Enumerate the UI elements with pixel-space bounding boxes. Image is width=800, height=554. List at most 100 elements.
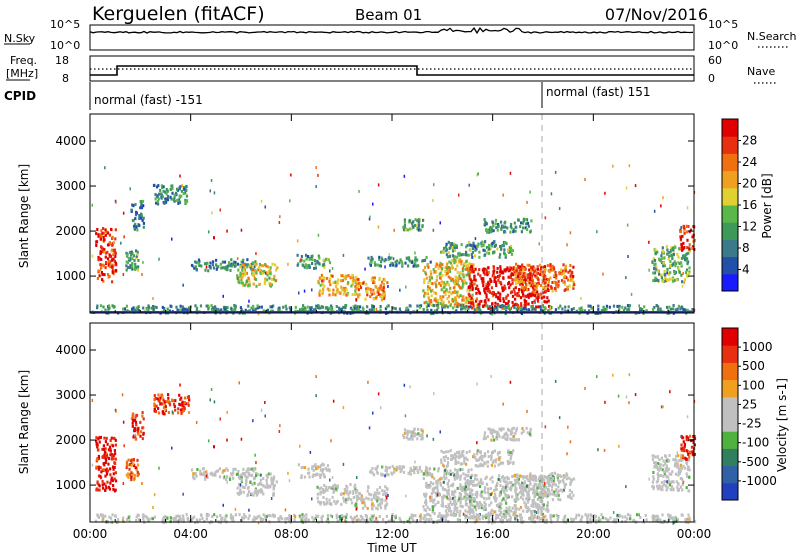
scatter-cell bbox=[485, 293, 488, 297]
scatter-cell bbox=[482, 464, 485, 468]
scatter-cell bbox=[422, 505, 425, 509]
scatter-cell bbox=[669, 260, 672, 264]
scatter-cell bbox=[441, 286, 444, 290]
colorbar-tick-label: 12 bbox=[742, 220, 757, 234]
scatter-cell bbox=[403, 223, 406, 227]
scatter-cell bbox=[440, 504, 443, 507]
scatter-cell bbox=[492, 430, 495, 434]
scatter-cell bbox=[95, 242, 98, 245]
scatter-cell bbox=[524, 273, 527, 277]
scatter-cell bbox=[137, 430, 140, 434]
scatter-cell bbox=[447, 472, 450, 476]
scatter-cell bbox=[162, 412, 165, 416]
scatter-cell bbox=[141, 437, 144, 441]
scatter-cell bbox=[276, 266, 279, 270]
scatter-cell bbox=[185, 513, 188, 517]
scatter-cell bbox=[328, 486, 331, 489]
scatter-cell bbox=[264, 277, 267, 281]
scatter-cell bbox=[170, 197, 173, 201]
scatter-cell bbox=[275, 480, 278, 484]
scatter-cell bbox=[335, 500, 339, 504]
scatter-cell bbox=[550, 286, 553, 290]
scatter-cell bbox=[402, 434, 405, 438]
scatter-cell bbox=[99, 263, 102, 267]
scatter-cell bbox=[517, 272, 520, 276]
colorbar-swatch bbox=[722, 273, 738, 292]
scatter-cell bbox=[380, 501, 383, 505]
scatter-cell bbox=[549, 276, 552, 280]
scatter-cell bbox=[142, 204, 145, 208]
scatter-cell bbox=[262, 518, 265, 521]
scatter-cell bbox=[447, 509, 451, 513]
scatter-cell bbox=[672, 487, 675, 491]
scatter-cell bbox=[456, 255, 459, 259]
scatter-cell bbox=[603, 308, 606, 311]
scatter-cell bbox=[511, 278, 514, 282]
scatter-cell bbox=[454, 460, 457, 464]
scatter-cell bbox=[470, 296, 473, 300]
scatter-cell bbox=[487, 229, 490, 233]
scatter-cell bbox=[326, 308, 329, 312]
scatter-cell bbox=[501, 461, 505, 465]
scatter-cell bbox=[504, 437, 507, 441]
scatter-cell bbox=[113, 259, 116, 263]
scatter-cell bbox=[507, 452, 510, 456]
scatter-cell bbox=[372, 288, 375, 292]
scatter-cell bbox=[516, 303, 519, 307]
scatter-cell bbox=[660, 254, 663, 258]
scatter-cell bbox=[510, 252, 514, 256]
scatter-cell bbox=[506, 494, 509, 497]
scatter-cell bbox=[627, 255, 629, 258]
scatter-cell bbox=[237, 483, 241, 486]
scatter-cell bbox=[690, 439, 693, 443]
scatter-cell bbox=[528, 268, 531, 272]
scatter-cell bbox=[665, 484, 668, 488]
scatter-cell bbox=[523, 481, 526, 485]
scatter-cell bbox=[140, 212, 143, 216]
scatter-cell bbox=[104, 489, 107, 492]
scatter-cell bbox=[671, 256, 674, 260]
scatter-cell bbox=[485, 516, 488, 520]
scatter-cell bbox=[239, 271, 242, 275]
scatter-cell bbox=[472, 244, 475, 248]
scatter-cell bbox=[658, 468, 661, 472]
scatter-cell bbox=[393, 467, 396, 471]
scatter-cell bbox=[539, 270, 542, 274]
scatter-cell bbox=[497, 456, 500, 460]
scatter-cell bbox=[688, 475, 691, 479]
scatter-cell bbox=[338, 291, 341, 295]
scatter-cell bbox=[460, 262, 463, 266]
scatter-cell bbox=[134, 427, 137, 431]
scatter-cell bbox=[690, 445, 694, 449]
scatter-cell bbox=[317, 500, 320, 504]
scatter-cell bbox=[546, 264, 549, 267]
scatter-cell bbox=[409, 227, 412, 231]
scatter-cell bbox=[244, 271, 247, 275]
scatter-cell bbox=[457, 499, 460, 503]
scatter-cell bbox=[528, 308, 531, 312]
scatter-cell bbox=[459, 485, 462, 489]
scatter-cell bbox=[474, 248, 477, 252]
scatter-cell bbox=[342, 292, 345, 296]
scatter-cell bbox=[264, 263, 267, 266]
scatter-cell bbox=[502, 225, 505, 229]
scatter-cell bbox=[554, 286, 557, 290]
scatter-cell bbox=[424, 472, 427, 476]
scatter-cell bbox=[691, 450, 694, 454]
scatter-cell bbox=[486, 251, 488, 255]
scatter-cell bbox=[101, 231, 104, 235]
scatter-cell bbox=[96, 445, 99, 449]
scatter-cell bbox=[404, 228, 407, 232]
scatter-cell bbox=[536, 297, 539, 301]
scatter-cell bbox=[691, 452, 694, 456]
scatter-cell bbox=[99, 435, 102, 439]
scatter-cell bbox=[238, 477, 241, 480]
scatter-cell bbox=[497, 223, 500, 226]
nsky-label: N.Sky bbox=[4, 32, 36, 45]
scatter-cell bbox=[487, 266, 490, 270]
scatter-cell bbox=[685, 460, 688, 464]
scatter-cell bbox=[382, 493, 385, 496]
scatter-cell bbox=[468, 510, 471, 514]
scatter-cell bbox=[122, 273, 125, 276]
